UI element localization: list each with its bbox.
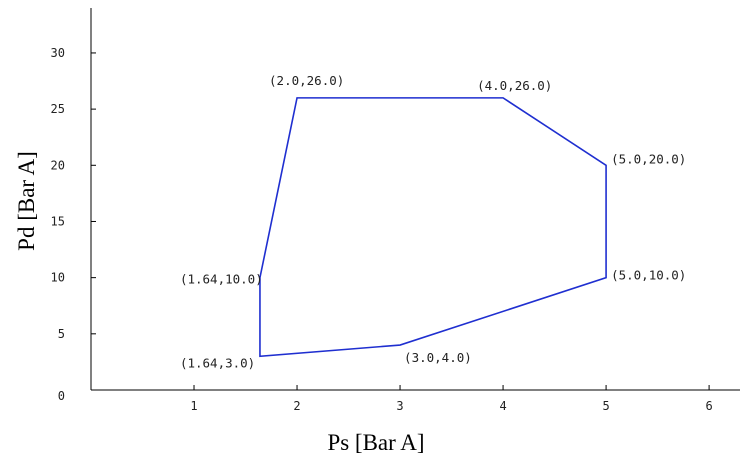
y-tick-label: 20: [51, 158, 65, 172]
vertex-label: (3.0,4.0): [404, 350, 472, 365]
vertex-label: (5.0,20.0): [611, 151, 686, 166]
vertex-label: (4.0,26.0): [477, 78, 552, 93]
y-axis-title: Pd [Bar A]: [14, 151, 39, 251]
point-labels: (2.0,26.0) (4.0,26.0) (5.0,20.0) (5.0,10.0)…: [180, 73, 686, 370]
x-axis-title: Ps [Bar A]: [327, 430, 424, 455]
y-tick-label: 0: [58, 389, 65, 403]
y-tick-label: 10: [51, 271, 65, 285]
vertex-label: (1.64,10.0): [180, 272, 263, 287]
y-tick-label: 15: [51, 214, 65, 228]
ticks: 1 2 3 4 5 6 0 5 10 15 20 25 30: [51, 46, 713, 413]
vertex-label: (1.64,3.0): [180, 355, 255, 370]
x-tick-label: 4: [499, 399, 506, 413]
y-tick-label: 5: [58, 327, 65, 341]
x-tick-label: 5: [602, 399, 609, 413]
vertex-label: (5.0,10.0): [611, 268, 686, 283]
series: [259, 97, 607, 358]
y-tick-label: 25: [51, 102, 65, 116]
operating-envelope-line: [259, 97, 607, 358]
x-tick-label: 2: [293, 399, 300, 413]
y-tick-label: 30: [51, 46, 65, 60]
vertex-label: (2.0,26.0): [269, 73, 344, 88]
x-tick-label: 1: [190, 399, 197, 413]
x-tick-label: 3: [396, 399, 403, 413]
axes: [90, 8, 740, 391]
x-tick-label: 6: [705, 399, 712, 413]
